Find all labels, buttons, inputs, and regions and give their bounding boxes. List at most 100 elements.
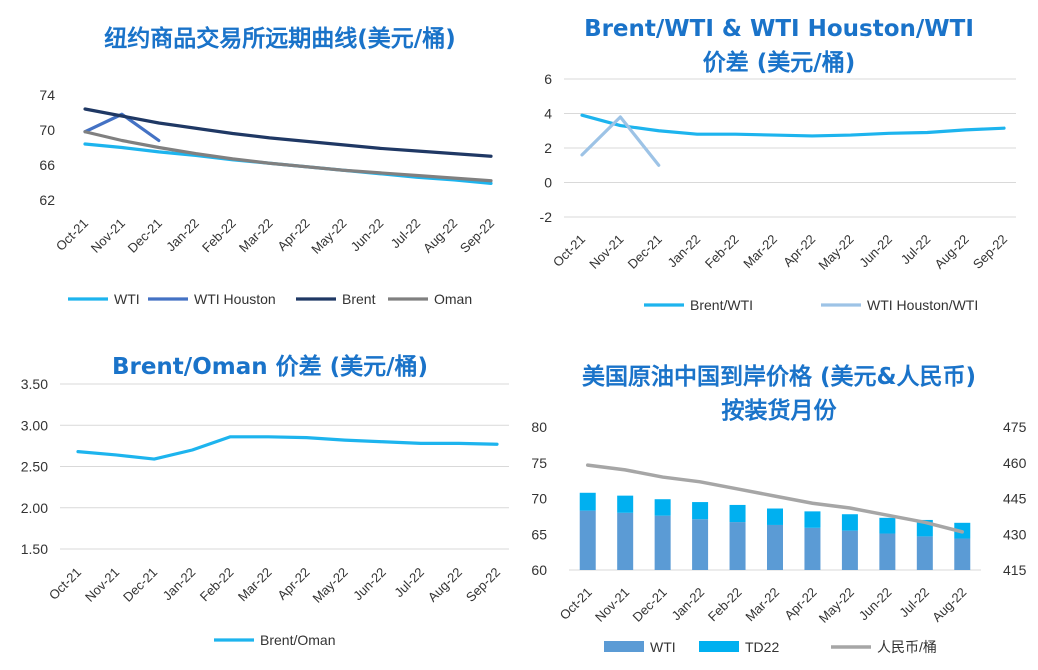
chart-title: 美国原油中国到岸价格 (美元&人民币) 按装货月份 (581, 364, 977, 424)
x-tick-label: Jun-22 (348, 216, 387, 255)
x-tick-label: Apr-22 (274, 565, 312, 603)
x-tick-label: Jan-22 (664, 232, 703, 271)
y-tick-label: 2.00 (21, 500, 48, 516)
y2-tick-label: 460 (1003, 455, 1027, 471)
x-tick-label: Jul-22 (898, 232, 934, 268)
y-tick-label: 75 (531, 455, 547, 471)
x-tick-label: Feb-22 (702, 232, 742, 272)
series-line-wti-houston (83, 112, 161, 143)
x-tick-label: Nov-21 (82, 565, 122, 605)
x-tick-label: Nov-21 (586, 232, 626, 272)
x-tick-label: Oct-21 (550, 232, 588, 270)
x-tick-label: Oct-21 (46, 565, 84, 603)
y-tick-label: 2 (544, 140, 552, 156)
chart-us-crude-china-cif: 美国原油中国到岸价格 (美元&人民币) 按装货月份 60 65 70 75 80 415 4… (519, 335, 1038, 670)
y-tick-label: 60 (531, 562, 547, 578)
series-line-brent (83, 107, 493, 158)
x-tick-label: Jun-22 (856, 585, 895, 624)
series-line-brent-oman (76, 435, 499, 461)
chart-title: Brent/WTI & WTI Houston/WTI 价差 (美元/桶) (584, 16, 974, 76)
legend-label: WTI (650, 639, 676, 655)
bar-td22 (841, 514, 858, 531)
legend-label: Brent (342, 291, 376, 307)
x-tick-label: May-22 (816, 585, 857, 626)
chart-brent-oman-spread: Brent/Oman 价差 (美元/桶) 1.50 2.00 2.50 3.00 3.5… (0, 335, 519, 670)
bar-wti (579, 510, 596, 570)
series-line-brent-wti (580, 113, 1006, 138)
x-tick-label: Nov-21 (88, 216, 128, 256)
bar-td22 (579, 492, 596, 511)
legend-label: Brent/Oman (260, 632, 335, 648)
chart-plot: 62667074Oct-21Nov-21Dec-21Jan-22Feb-22Ma… (39, 87, 497, 307)
bar-td22 (654, 499, 671, 516)
bar-wti (879, 533, 896, 570)
x-tick-label: Jun-22 (350, 565, 389, 604)
x-tick-label: May-22 (308, 216, 349, 257)
series-line-oman (83, 130, 493, 183)
x-tick-label: Mar-22 (236, 216, 276, 256)
chart-title: 纽约商品交易所远期曲线(美元/桶) (104, 26, 456, 52)
x-tick-label: Sep-22 (463, 565, 503, 605)
x-tick-label: Jul-22 (391, 565, 427, 601)
x-tick-label: Feb-22 (199, 216, 239, 256)
bar-wti (654, 515, 671, 570)
series-line-rmb (585, 463, 965, 534)
y-tick-label: 70 (39, 122, 55, 138)
x-tick-label: Dec-21 (630, 585, 670, 625)
bar-td22 (692, 502, 709, 520)
legend-label: Oman (434, 291, 472, 307)
x-tick-label: Aug-22 (932, 232, 972, 272)
bar-td22 (617, 495, 634, 513)
y-tick-label: 65 (531, 526, 547, 542)
y-tick-label: -2 (540, 209, 553, 225)
legend-label: 人民币/桶 (877, 639, 937, 655)
y-tick-label: 4 (544, 106, 552, 122)
x-tick-label: Jul-22 (896, 585, 932, 621)
y-tick-label: 70 (531, 491, 547, 507)
x-tick-label: Apr-22 (274, 216, 312, 254)
x-tick-label: Jun-22 (856, 232, 895, 271)
y-tick-label: 3.00 (21, 417, 48, 433)
chart-brent-wti-spread: Brent/WTI & WTI Houston/WTI 价差 (美元/桶) -2… (519, 0, 1038, 335)
chart-title: Brent/Oman 价差 (美元/桶) (111, 354, 429, 380)
x-tick-label: Jul-22 (388, 216, 424, 252)
x-tick-label: Sep-22 (457, 216, 497, 256)
legend-label: TD22 (745, 639, 779, 655)
chart-nymex-forward-curve: 纽约商品交易所远期曲线(美元/桶) 62 66 70 74 Oct-21 Nov-21 De… (0, 0, 519, 335)
x-tick-label: Feb-22 (197, 565, 237, 605)
x-tick-label: Aug-22 (929, 585, 969, 625)
bar-td22 (729, 504, 746, 523)
legend-swatch (699, 641, 739, 652)
x-tick-label: Mar-22 (740, 232, 780, 272)
bar-wti (692, 519, 709, 570)
x-tick-label: Mar-22 (235, 565, 275, 605)
y-tick-label: 74 (39, 87, 55, 103)
legend-label: Brent/WTI (690, 297, 753, 313)
y-tick-label: 80 (531, 419, 547, 435)
y2-tick-label: 415 (1003, 562, 1027, 578)
y-tick-label: 3.50 (21, 376, 48, 392)
x-tick-label: Aug-22 (425, 565, 465, 605)
bar-wti (767, 524, 783, 570)
bar-td22 (879, 517, 896, 534)
x-tick-label: Nov-21 (592, 585, 632, 625)
legend-swatch (604, 641, 644, 652)
bar-wti (617, 512, 634, 570)
x-tick-label: Dec-21 (120, 565, 160, 605)
x-tick-label: Dec-21 (625, 232, 665, 272)
x-tick-label: May-22 (815, 232, 856, 273)
legend-label: WTI Houston (194, 291, 276, 307)
x-tick-label: Oct-21 (557, 585, 595, 623)
x-tick-label: May-22 (309, 565, 350, 606)
bar-wti (954, 538, 971, 570)
legend-label: WTI Houston/WTI (867, 297, 978, 313)
y-tick-label: 2.50 (21, 459, 48, 475)
y2-tick-label: 445 (1003, 491, 1027, 507)
x-tick-label: Jan-22 (160, 565, 199, 604)
y-tick-label: 0 (544, 175, 552, 191)
x-tick-label: Aug-22 (420, 216, 460, 256)
x-tick-label: Jan-22 (668, 585, 707, 624)
bar-wti (916, 536, 933, 570)
